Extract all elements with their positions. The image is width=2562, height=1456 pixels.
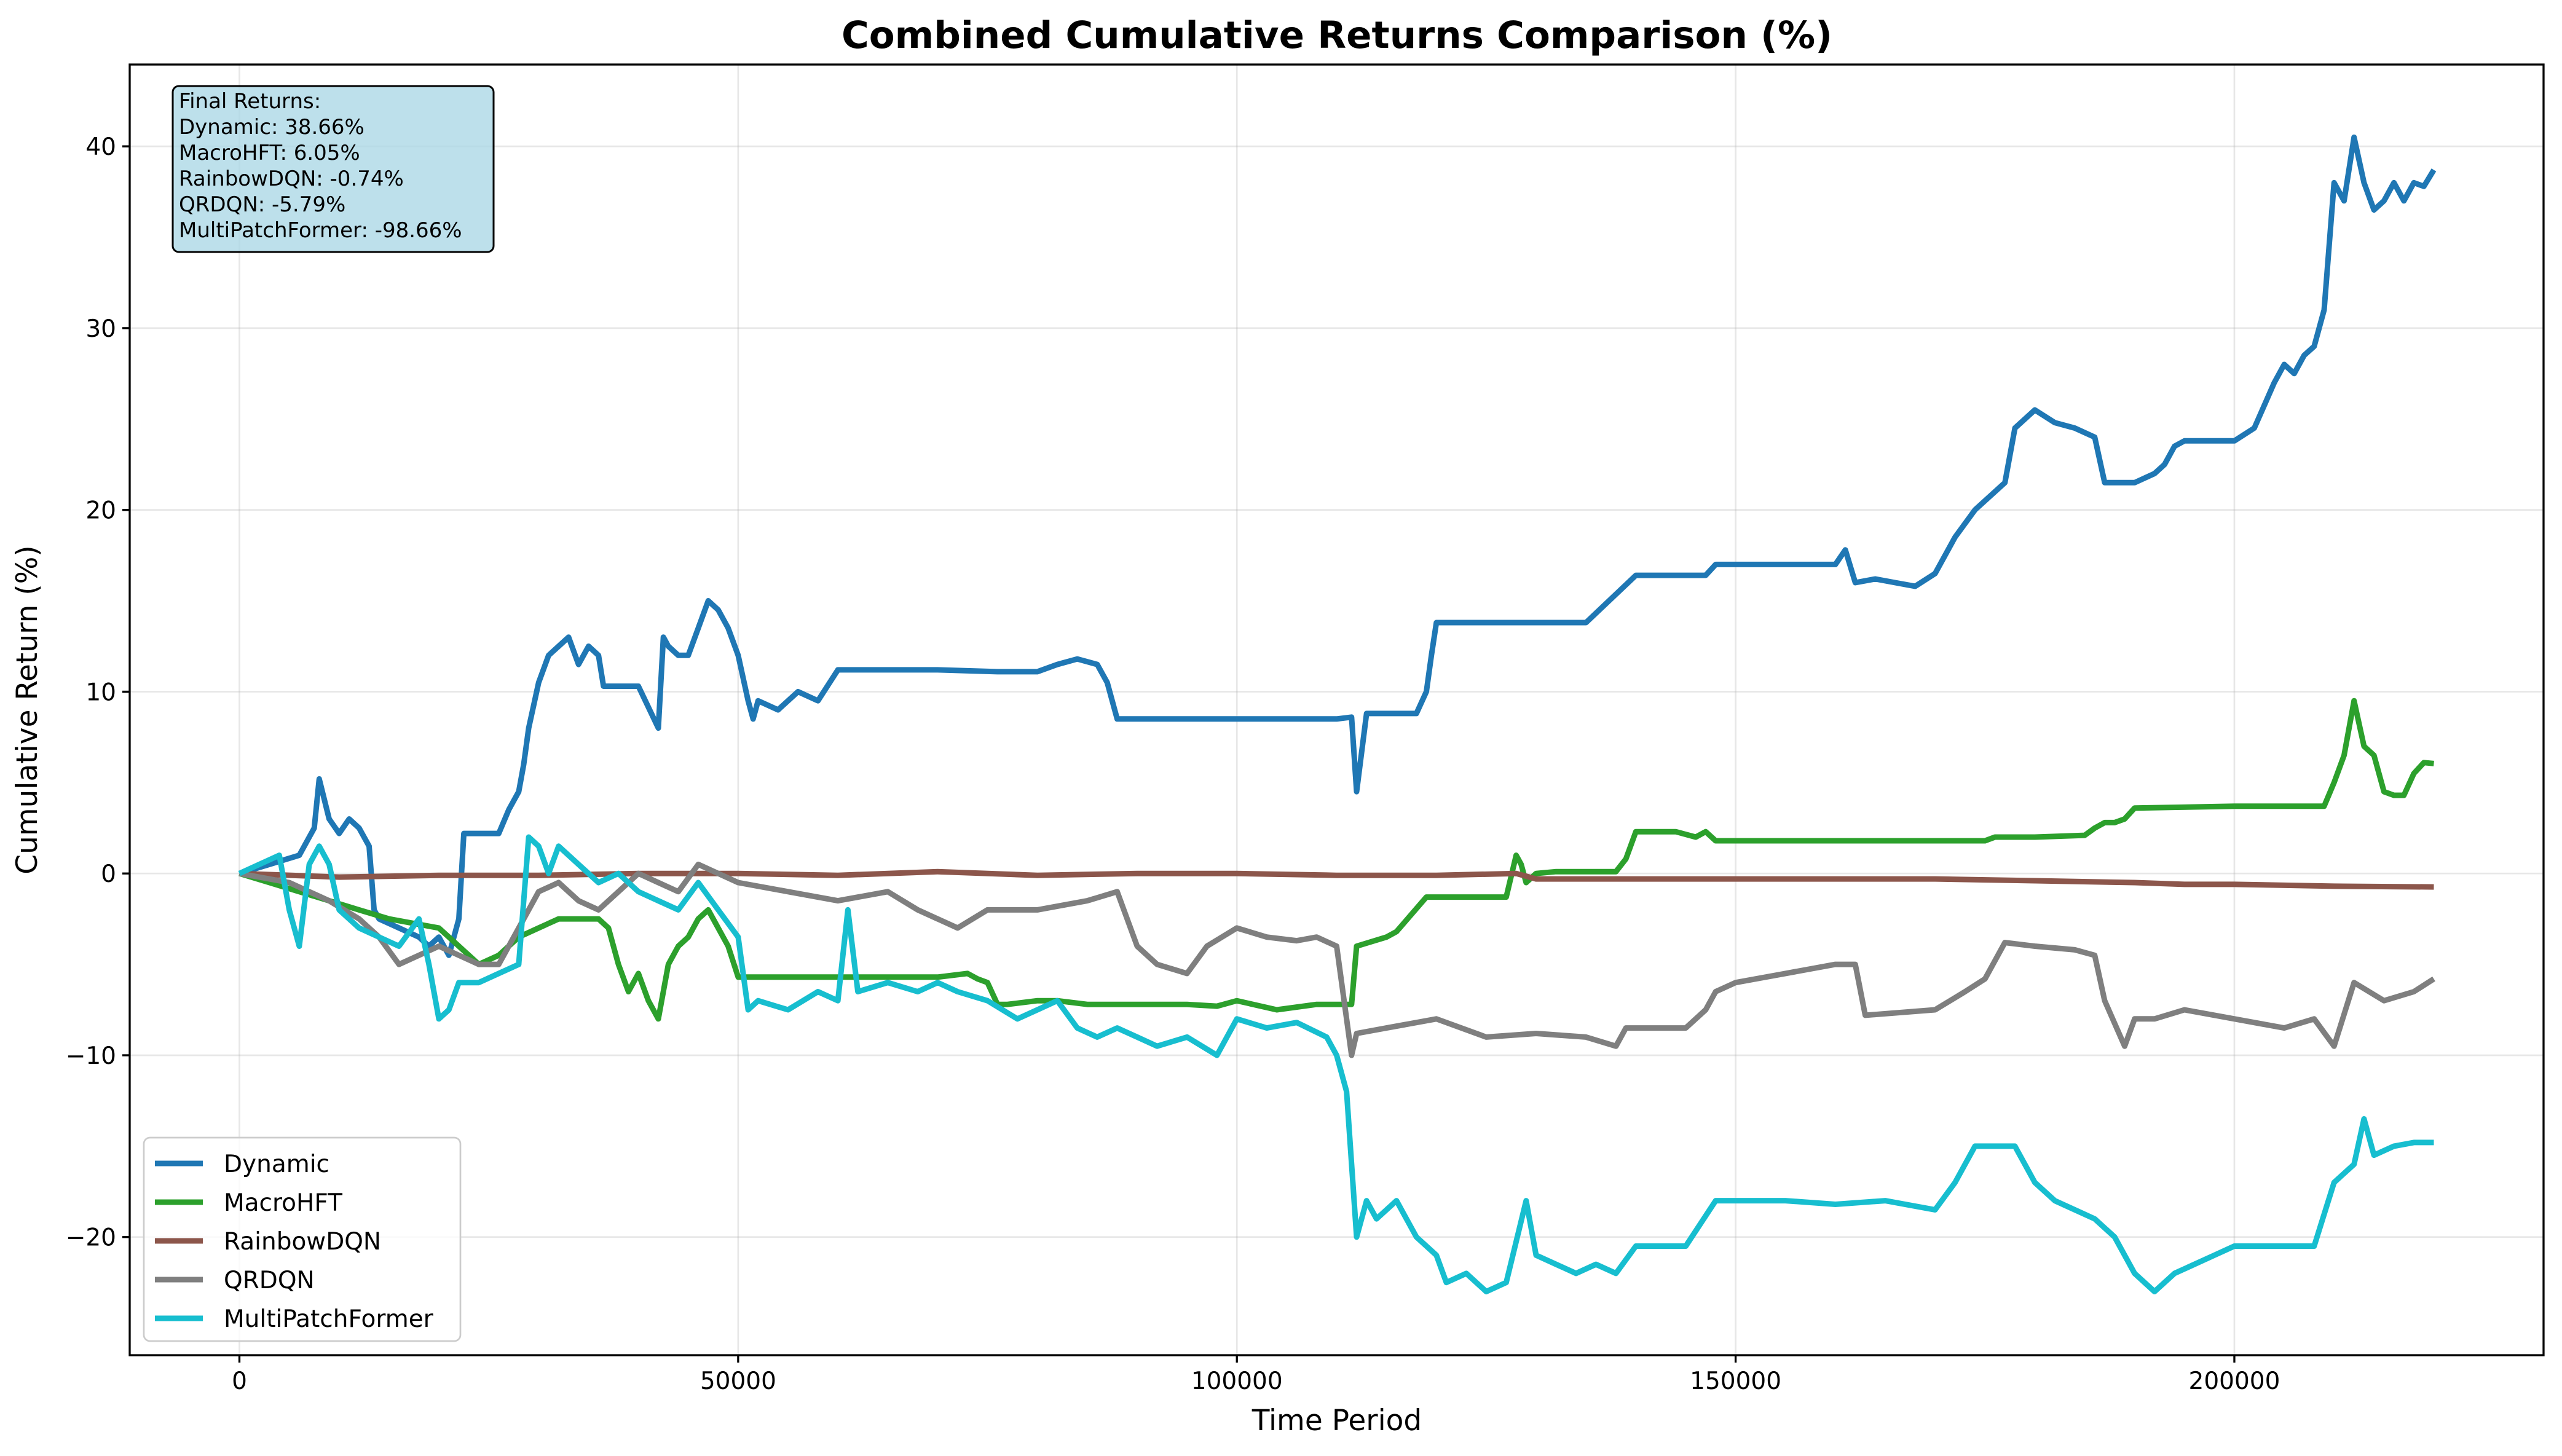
plot-frame	[128, 63, 2545, 1356]
series-line-multipatchformer	[238, 834, 2434, 1294]
annotation-line: RainbowDQN: -0.74%	[179, 167, 404, 191]
y-tick-label: 20	[85, 497, 116, 525]
chart-title: Combined Cumulative Returns Comparison (…	[842, 14, 1832, 57]
annotation-line: QRDQN: -5.79%	[179, 192, 345, 217]
annotation-line: MacroHFT: 6.05%	[179, 141, 360, 165]
legend-label-multipatchformer: MultiPatchFormer	[224, 1305, 434, 1333]
legend-label-qrdqn: QRDQN	[224, 1267, 315, 1294]
axis-ticks: 0 50000 100000 150000 200000 −20 −10 0 10 20 30 40	[66, 133, 2280, 1395]
legend-label-dynamic: Dynamic	[224, 1151, 329, 1178]
annotation-line: MultiPatchFormer: -98.66%	[179, 218, 462, 243]
x-axis-label: Time Period	[1251, 1404, 1422, 1438]
annotation-box	[171, 85, 495, 253]
x-tick-label: 150000	[1690, 1367, 1781, 1395]
y-tick-label: 10	[85, 679, 116, 706]
legend: Dynamic MacroHFT RainbowDQN QRDQN MultiPatch…	[143, 1136, 462, 1342]
y-tick-label: −10	[66, 1042, 116, 1070]
series-group	[238, 134, 2437, 1294]
legend-label-macrohft: MacroHFT	[224, 1189, 342, 1217]
x-tick-label: 200000	[2189, 1367, 2280, 1395]
x-tick-label: 100000	[1191, 1367, 1283, 1395]
y-tick-label: 40	[85, 133, 116, 161]
x-tick-label: 0	[232, 1367, 247, 1395]
series-line-macrohft	[238, 698, 2434, 1022]
y-tick-label: 0	[101, 860, 116, 888]
series-line-qrdqn	[238, 861, 2435, 1058]
y-tick-label: 30	[85, 315, 116, 343]
legend-label-rainbowdqn: RainbowDQN	[224, 1228, 381, 1256]
y-axis-label: Cumulative Return (%)	[10, 545, 44, 874]
series-line-dynamic	[238, 134, 2437, 958]
annotation-line: Dynamic: 38.66%	[179, 115, 365, 140]
x-tick-label: 50000	[700, 1367, 776, 1395]
annotation-line: Final Returns:	[179, 89, 321, 114]
final-returns-annotation: Final Returns:Dynamic: 38.66%MacroHFT: 6…	[171, 85, 495, 253]
legend-box	[143, 1136, 462, 1342]
y-tick-label: −20	[66, 1224, 116, 1252]
